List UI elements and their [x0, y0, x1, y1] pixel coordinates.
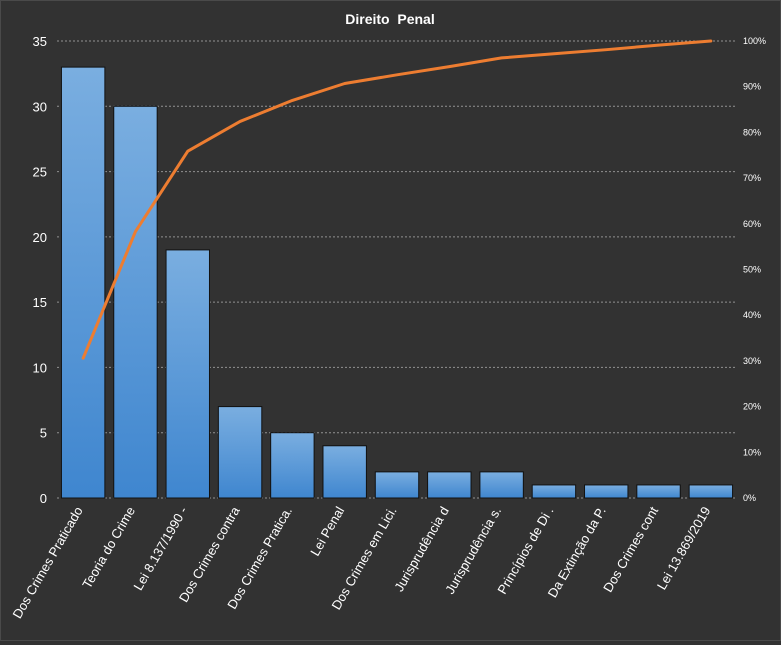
x-tick-label: Lei 8.137/1990 -: [130, 504, 190, 593]
bar: [479, 471, 524, 499]
bar: [636, 484, 681, 499]
left-axis: 0 5 10 15 20 25 30 35: [33, 34, 47, 506]
bar: [165, 249, 210, 499]
x-tick-label: Princípios de Di .: [494, 504, 556, 597]
y-tick-label: 10: [33, 360, 47, 375]
y2-tick-label: 100%: [743, 36, 766, 46]
y2-tick-label: 70%: [743, 173, 761, 183]
y-tick-label: 15: [33, 295, 47, 310]
bar: [60, 66, 106, 499]
y2-tick-label: 80%: [743, 127, 761, 137]
chart-title: Direito Penal: [345, 11, 434, 27]
y2-tick-label: 90%: [743, 82, 761, 92]
cumulative-line: [81, 39, 713, 360]
bar: [217, 406, 263, 499]
cumulative-percent-line: [81, 39, 713, 360]
y2-tick-label: 0%: [743, 493, 756, 503]
bar: [688, 484, 734, 499]
x-tick-label: Dos Crimes cont: [600, 504, 661, 595]
x-tick-label: Dos Crimes Praticado: [10, 504, 86, 621]
bar: [427, 471, 472, 499]
gridlines: [57, 40, 737, 499]
y-tick-label: 30: [33, 99, 47, 114]
y2-tick-label: 30%: [743, 356, 761, 366]
x-tick-label: Jurisprudência d: [391, 504, 452, 594]
y2-tick-label: 40%: [743, 310, 761, 320]
x-tick-label: Lei 13.869/2019: [654, 504, 714, 592]
right-axis: 0% 10% 20% 30% 40% 50% 60% 70% 80% 90% 100%: [743, 36, 766, 503]
bar: [270, 432, 315, 499]
bar: [531, 484, 577, 499]
bar: [322, 445, 367, 499]
bars: [60, 66, 734, 499]
y-tick-label: 35: [33, 34, 47, 49]
y2-tick-label: 10%: [743, 447, 761, 457]
y2-tick-label: 60%: [743, 219, 761, 229]
y-tick-label: 0: [40, 491, 47, 506]
bar: [584, 484, 629, 499]
x-tick-label: Lei Penal: [307, 504, 347, 559]
y-tick-label: 5: [40, 426, 47, 441]
y2-tick-label: 50%: [743, 265, 761, 275]
bar: [113, 105, 158, 499]
y-tick-label: 25: [33, 165, 47, 180]
x-tick-label: Da Extinção da P.: [545, 504, 609, 600]
y2-tick-label: 20%: [743, 402, 761, 412]
bar: [374, 471, 420, 499]
y-tick-label: 20: [33, 230, 47, 245]
x-tick-label: Teoria do Crime: [79, 504, 138, 591]
x-tick-label: Jurisprudência s.: [442, 504, 504, 597]
